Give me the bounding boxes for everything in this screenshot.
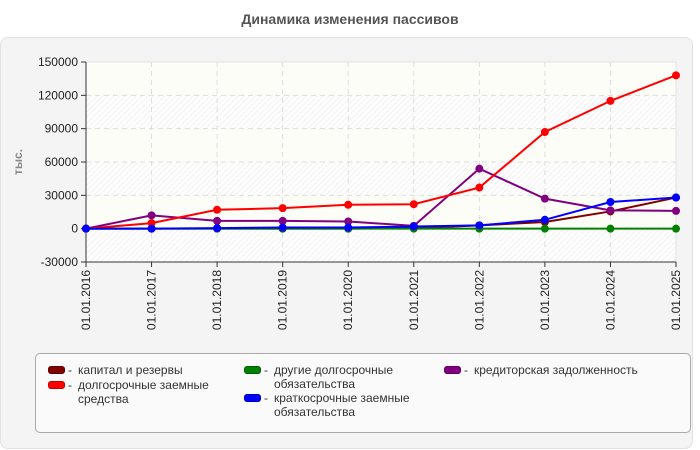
- data-point-marker[interactable]: [344, 223, 353, 232]
- data-point-marker[interactable]: [672, 193, 680, 202]
- data-point-marker[interactable]: [540, 215, 549, 224]
- x-axis-ticks: 01.01.2016 01.01.2017 01.01.2018 01.01.2019…: [79, 262, 683, 330]
- data-point-marker[interactable]: [606, 198, 615, 206]
- svg-text:01.01.2021: 01.01.2021: [407, 270, 421, 330]
- svg-text:01.01.2018: 01.01.2018: [210, 270, 224, 330]
- legend-swatch-icon: [244, 366, 261, 374]
- data-point-marker[interactable]: [82, 224, 90, 233]
- legend-label: капитал и резервы: [78, 363, 183, 377]
- legend-item-long-term-loans[interactable]: - долгосрочные заемные средства: [48, 378, 248, 406]
- legend-swatch-icon: [244, 394, 261, 402]
- legend-swatch-icon: [48, 366, 65, 374]
- svg-text:0: 0: [71, 222, 78, 236]
- legend-label: краткосрочные заемные обязательства: [274, 391, 410, 419]
- svg-text:120000: 120000: [38, 88, 78, 102]
- data-point-marker[interactable]: [475, 164, 484, 173]
- data-point-marker[interactable]: [672, 206, 680, 215]
- data-point-marker[interactable]: [606, 206, 615, 215]
- legend-label: долгосрочные заемные средства: [78, 378, 209, 406]
- series-line: [82, 71, 680, 233]
- legend-label: кредиторская задолженность: [474, 363, 638, 377]
- data-point-marker[interactable]: [344, 217, 353, 226]
- legend-swatch-icon: [444, 366, 461, 374]
- legend-swatch-icon: [48, 381, 65, 389]
- svg-text:90000: 90000: [45, 122, 79, 136]
- y-axis-label: тыс.: [11, 149, 25, 175]
- data-point-marker[interactable]: [540, 224, 549, 233]
- data-point-marker[interactable]: [147, 219, 156, 228]
- svg-text:-30000: -30000: [41, 255, 79, 269]
- svg-text:01.01.2017: 01.01.2017: [145, 270, 159, 330]
- legend-item-capital[interactable]: - капитал и резервы: [48, 363, 183, 377]
- data-point-marker[interactable]: [213, 224, 222, 233]
- y-axis-ticks: 150000 120000 90000 60000 30000 0 -30000: [38, 55, 86, 269]
- svg-text:01.01.2019: 01.01.2019: [276, 270, 290, 330]
- svg-text:150000: 150000: [38, 55, 78, 69]
- plot-background: [86, 62, 676, 262]
- line-chart: 150000 120000 90000 60000 30000 0 -30000 01.01…: [11, 55, 683, 330]
- svg-text:60000: 60000: [45, 155, 79, 169]
- data-point-marker[interactable]: [606, 224, 615, 233]
- data-point-marker[interactable]: [672, 224, 680, 233]
- chart-title: Динамика изменения пассивов: [241, 11, 459, 27]
- data-point-marker[interactable]: [213, 205, 222, 214]
- data-point-marker[interactable]: [606, 96, 615, 105]
- data-point-marker[interactable]: [278, 223, 287, 232]
- legend-item-accounts-payable[interactable]: - кредиторская задолженность: [444, 363, 684, 377]
- svg-text:01.01.2023: 01.01.2023: [538, 270, 552, 330]
- data-point-marker[interactable]: [540, 194, 549, 203]
- data-point-marker[interactable]: [147, 224, 156, 233]
- svg-text:30000: 30000: [45, 188, 79, 202]
- data-point-marker[interactable]: [147, 211, 156, 220]
- legend-item-other-long-term[interactable]: - другие долгосрочные обязательства: [244, 363, 434, 391]
- data-point-marker[interactable]: [278, 204, 287, 213]
- data-point-marker[interactable]: [278, 216, 287, 225]
- legend: - капитал и резервы - долгосрочные заемн…: [35, 353, 691, 433]
- svg-text:01.01.2016: 01.01.2016: [79, 270, 93, 330]
- series-line: [82, 193, 680, 233]
- legend-label: другие долгосрочные обязательства: [274, 363, 394, 391]
- svg-text:01.01.2020: 01.01.2020: [341, 270, 355, 330]
- svg-text:01.01.2024: 01.01.2024: [603, 270, 617, 330]
- data-point-marker[interactable]: [344, 200, 353, 209]
- data-point-marker[interactable]: [475, 183, 484, 192]
- data-point-marker[interactable]: [540, 128, 549, 136]
- data-point-marker[interactable]: [409, 200, 418, 209]
- data-series: [82, 71, 680, 233]
- svg-text:01.01.2022: 01.01.2022: [472, 270, 486, 330]
- legend-item-short-term-loans[interactable]: - краткосрочные заемные обязательства: [244, 391, 434, 419]
- data-point-marker[interactable]: [409, 222, 418, 231]
- data-point-marker[interactable]: [475, 221, 484, 230]
- svg-text:01.01.2025: 01.01.2025: [669, 270, 683, 330]
- data-point-marker[interactable]: [213, 216, 222, 225]
- data-point-marker[interactable]: [672, 71, 680, 80]
